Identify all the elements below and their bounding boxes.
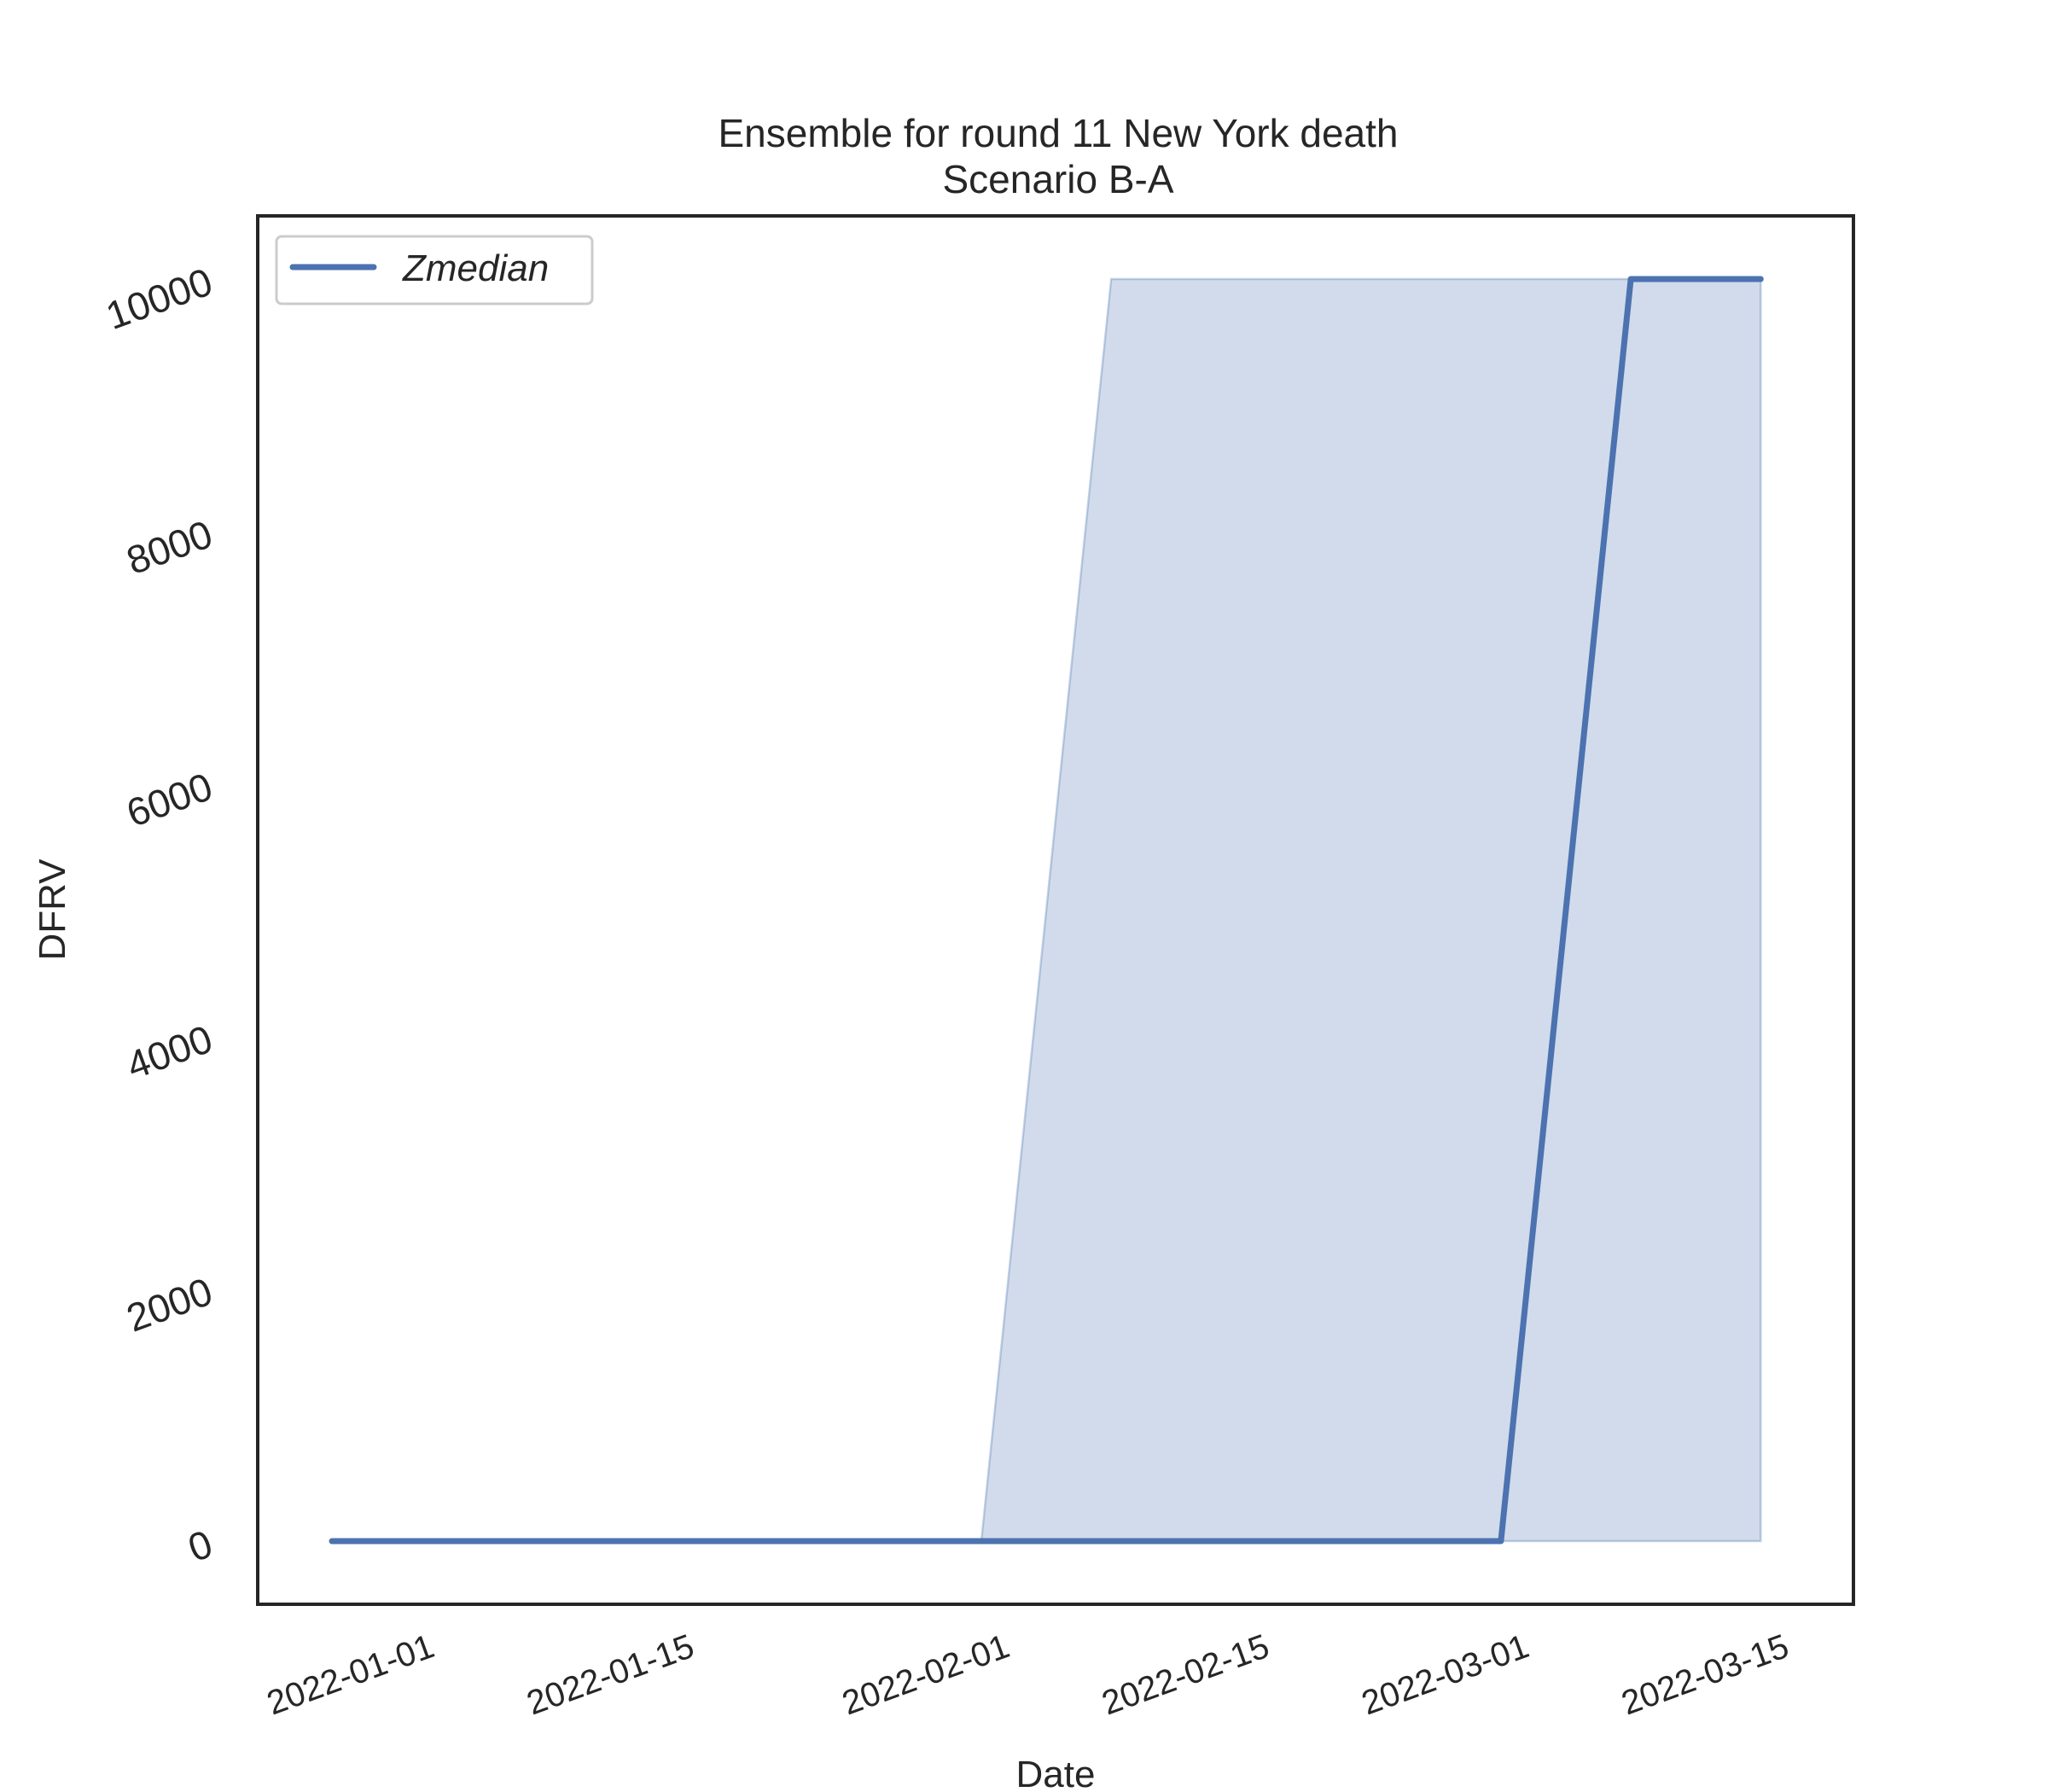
legend: Zmedian [275, 235, 594, 305]
y-axis-ticks: 0 2000 4000 6000 8000 10000 [100, 259, 218, 1571]
y-axis-label: DFRV [32, 858, 73, 961]
series-point [332, 1541, 333, 1542]
series-point [851, 1541, 852, 1542]
x-tick-label: 2022-03-15 [1617, 1627, 1794, 1722]
x-tick-label: 2022-01-15 [522, 1627, 699, 1722]
y-tick-label: 0 [183, 1521, 218, 1571]
x-tick-label: 2022-03-01 [1357, 1627, 1533, 1722]
series-point [1370, 1541, 1371, 1542]
x-tick-label: 2022-02-15 [1097, 1627, 1274, 1722]
axes-frame [256, 214, 1855, 1606]
legend-label-zmedian: Zmedian [402, 247, 549, 289]
series-point [462, 1541, 463, 1542]
x-axis-label: Date [1016, 1754, 1096, 1792]
y-tick-label: 10000 [100, 259, 218, 339]
uncertainty-band [332, 277, 1762, 1543]
chart-subtitle: Scenario B-A [942, 157, 1173, 201]
series-line-zmedian [329, 276, 1764, 1545]
series-point [1500, 1541, 1501, 1542]
chart-title: Ensemble for round 11 New York death [719, 111, 1399, 155]
legend-frame [275, 235, 594, 305]
x-axis-ticks: 2022-01-01 2022-01-15 2022-02-01 2022-02-15… [262, 1627, 1794, 1722]
series-point [591, 1541, 592, 1542]
series-point [1111, 1541, 1112, 1542]
y-tick-label: 4000 [120, 1016, 218, 1088]
plot-area [329, 276, 1764, 1545]
x-tick-label: 2022-01-01 [262, 1627, 439, 1722]
series-point [1760, 279, 1761, 280]
series-point [1241, 1541, 1242, 1542]
y-tick-label: 6000 [120, 764, 218, 835]
series-point [1631, 279, 1632, 280]
series-point [981, 1541, 982, 1542]
series-point [721, 1541, 722, 1542]
y-tick-label: 2000 [120, 1269, 218, 1341]
x-tick-label: 2022-02-01 [837, 1627, 1014, 1722]
y-tick-label: 8000 [120, 511, 218, 583]
